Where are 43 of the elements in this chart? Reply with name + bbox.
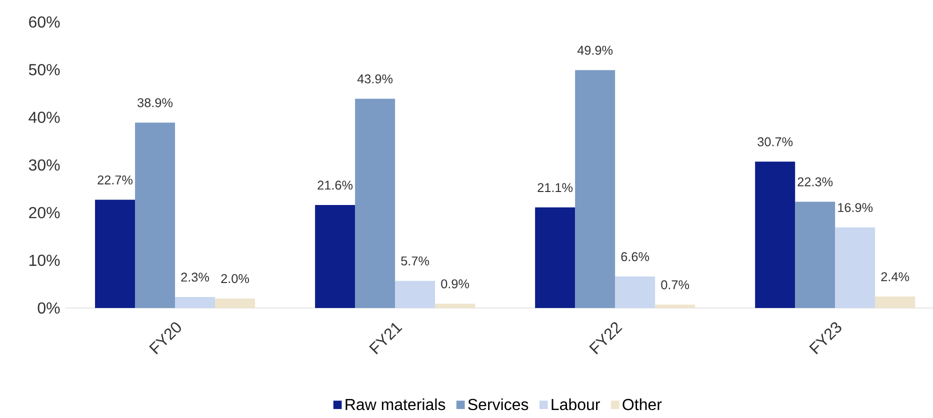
legend-label: Raw materials: [346, 398, 446, 410]
bar: [875, 296, 916, 308]
bar: [215, 298, 256, 308]
legend-label: Other: [622, 398, 662, 410]
y-tick-label: 50%: [28, 64, 60, 76]
bar: [835, 227, 876, 308]
legend-label: Labour: [552, 398, 600, 410]
legend-label: Services: [468, 398, 528, 410]
y-tick-label: 10%: [29, 254, 60, 266]
y-tick-label: 30%: [28, 159, 60, 171]
data-label: 2.3%: [181, 272, 210, 282]
bar: [315, 205, 356, 308]
bar: [175, 297, 216, 308]
data-label: 38.9%: [138, 98, 173, 108]
bar: [535, 207, 576, 308]
y-tick-label: 20%: [29, 207, 60, 218]
bar: [755, 162, 796, 308]
data-label: 0.9%: [441, 279, 470, 288]
bar: [355, 98, 396, 308]
bar: [615, 276, 656, 308]
data-label: 21.6%: [318, 180, 353, 190]
data-label: 5.7%: [401, 256, 430, 266]
y-tick-label: 40%: [28, 112, 60, 123]
data-label: 0.7%: [661, 280, 690, 290]
bar: [655, 304, 696, 308]
bar: [135, 122, 176, 308]
data-label: 21.1%: [538, 183, 573, 192]
y-tick-label: 0%: [38, 302, 60, 314]
bar: [395, 280, 436, 308]
bar: [575, 70, 616, 308]
data-label: 2.4%: [881, 272, 910, 282]
y-tick-label: 60%: [29, 16, 60, 28]
bar: [795, 202, 836, 308]
data-label: 16.9%: [838, 203, 873, 212]
data-label: 30.7%: [758, 137, 793, 146]
data-label: 22.7%: [98, 175, 133, 184]
bar: [435, 304, 476, 308]
data-label: 22.3%: [798, 177, 833, 186]
data-label: 43.9%: [357, 74, 393, 84]
bar: [95, 200, 136, 308]
data-label: 49.9%: [577, 46, 613, 55]
data-label: 6.6%: [621, 252, 650, 262]
data-label: 2.0%: [221, 274, 250, 284]
